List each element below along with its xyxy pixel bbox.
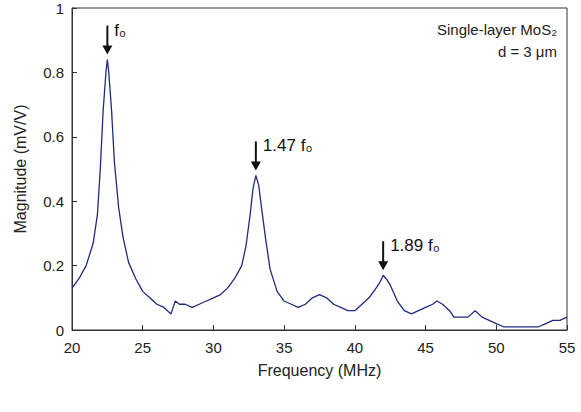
svg-text:50: 50 bbox=[488, 339, 505, 356]
svg-text:d = 3 μm: d = 3 μm bbox=[498, 43, 557, 60]
svg-text:25: 25 bbox=[134, 339, 151, 356]
svg-text:40: 40 bbox=[347, 339, 364, 356]
svg-text:20: 20 bbox=[64, 339, 81, 356]
svg-text:0.8: 0.8 bbox=[43, 64, 64, 81]
svg-text:1.89 f₀: 1.89 f₀ bbox=[390, 236, 440, 255]
svg-text:30: 30 bbox=[205, 339, 222, 356]
svg-text:1: 1 bbox=[56, 0, 64, 17]
svg-text:55: 55 bbox=[559, 339, 576, 356]
svg-text:f₀: f₀ bbox=[114, 21, 126, 40]
svg-text:Magnitude (mV/V): Magnitude (mV/V) bbox=[12, 105, 29, 234]
svg-text:45: 45 bbox=[417, 339, 434, 356]
svg-text:Frequency (MHz): Frequency (MHz) bbox=[258, 362, 382, 379]
svg-text:0: 0 bbox=[56, 322, 64, 339]
svg-text:Single-layer MoS₂: Single-layer MoS₂ bbox=[437, 21, 557, 38]
svg-text:0.6: 0.6 bbox=[43, 128, 64, 145]
svg-text:0.2: 0.2 bbox=[43, 257, 64, 274]
svg-text:1.47 f₀: 1.47 f₀ bbox=[263, 136, 313, 155]
svg-text:35: 35 bbox=[276, 339, 293, 356]
svg-text:0.4: 0.4 bbox=[43, 193, 64, 210]
